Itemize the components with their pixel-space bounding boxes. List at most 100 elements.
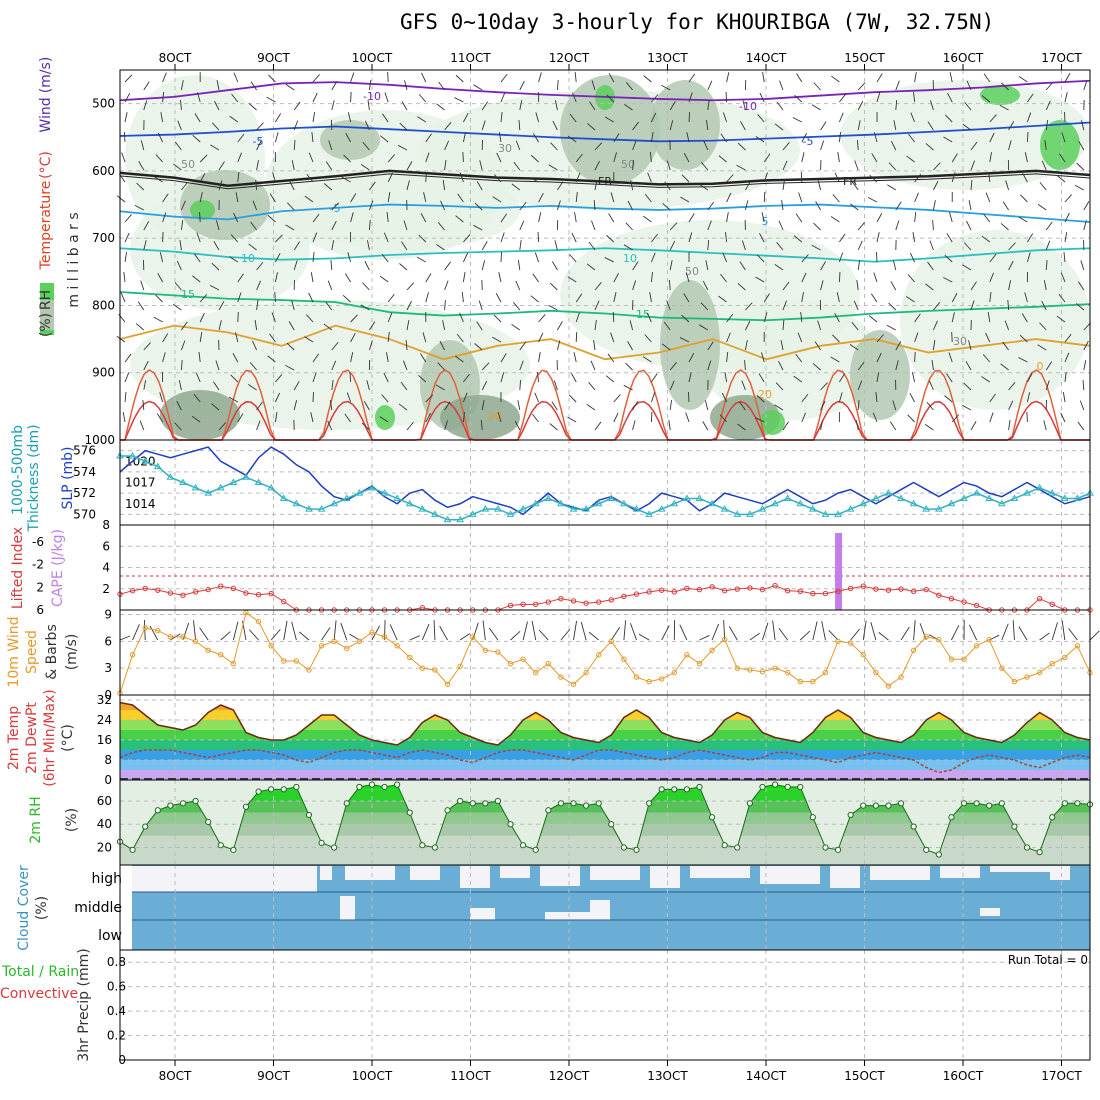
wind-barb bbox=[782, 281, 790, 291]
wind-barb bbox=[744, 320, 751, 331]
rh-point bbox=[1011, 823, 1018, 830]
wind-speed-point bbox=[394, 643, 400, 649]
wind-barb bbox=[574, 212, 577, 223]
wind-barb bbox=[492, 196, 502, 203]
upper-air-panel: -10 -10 -5 -5 FR FR -5 5 10 10 15 15 20 20 50 30 50 50 30 0… bbox=[38, 51, 1091, 447]
wind-speed-point bbox=[558, 674, 564, 680]
temp-band bbox=[120, 695, 1090, 700]
y-tick-label: 1000 bbox=[84, 433, 115, 447]
wind-barb bbox=[908, 133, 915, 143]
wind-barb bbox=[989, 152, 992, 163]
wind-barb bbox=[312, 252, 315, 263]
wind-barb bbox=[557, 321, 563, 331]
contour-label: -5 bbox=[330, 202, 341, 215]
wind-speed-point bbox=[306, 667, 312, 673]
wind-speed-point bbox=[155, 627, 161, 634]
wind-speed-point bbox=[1036, 669, 1043, 676]
wind-barb bbox=[519, 341, 527, 351]
wind-barb bbox=[895, 100, 898, 111]
wind-barb bbox=[331, 360, 337, 371]
wind-barb bbox=[134, 204, 145, 211]
wind-barb bbox=[739, 261, 746, 271]
rh-point bbox=[1061, 800, 1068, 807]
wind-barb bbox=[570, 373, 577, 383]
temp-band bbox=[120, 760, 1090, 770]
wind-barb bbox=[944, 254, 953, 263]
wind-barb bbox=[613, 412, 619, 423]
wind-barb bbox=[718, 295, 727, 303]
wind-barb bbox=[474, 343, 483, 351]
wind-barb bbox=[250, 81, 257, 91]
wind-barb bbox=[793, 235, 803, 243]
wind-barb bbox=[913, 92, 916, 103]
wind-barb bbox=[143, 81, 150, 91]
wind-barb bbox=[948, 352, 953, 363]
wind-barb bbox=[123, 272, 126, 283]
x-tick-label-top: 14OCT bbox=[746, 51, 787, 65]
wind-barb bbox=[293, 400, 298, 411]
wind-barb bbox=[649, 152, 652, 163]
wind-barb bbox=[116, 335, 126, 343]
wind-barb bbox=[1002, 341, 1009, 351]
rh-band bbox=[120, 824, 1090, 836]
wind-barb bbox=[909, 252, 916, 263]
wind-barb bbox=[181, 181, 189, 191]
wind-barb bbox=[331, 220, 337, 231]
thickness-point bbox=[544, 494, 553, 501]
rh-point bbox=[482, 800, 489, 807]
wind-barb bbox=[782, 180, 785, 191]
wind-speed-point bbox=[873, 669, 879, 676]
wind-barb bbox=[737, 283, 746, 291]
wind-barb bbox=[198, 352, 201, 363]
rh-shading bbox=[840, 80, 1090, 190]
wind-barb bbox=[699, 324, 709, 331]
wind-barb bbox=[548, 304, 558, 311]
wind-barb bbox=[1008, 121, 1015, 131]
wind-barb bbox=[838, 112, 844, 123]
wind-barb bbox=[248, 103, 257, 111]
wind-speed-point bbox=[192, 638, 199, 645]
wind-barb bbox=[442, 320, 446, 331]
rh-point bbox=[129, 846, 136, 853]
wind-barb bbox=[180, 80, 184, 91]
lifted-index-point bbox=[936, 592, 942, 598]
wind-barb bbox=[192, 275, 201, 283]
wind-barb bbox=[763, 293, 770, 303]
wind-barb bbox=[549, 282, 558, 291]
wind-barb bbox=[663, 321, 671, 331]
thickness-point bbox=[254, 478, 263, 485]
wind-barb bbox=[193, 620, 197, 641]
thickness-point bbox=[569, 505, 578, 512]
wind-barb bbox=[347, 112, 352, 123]
wind-barb bbox=[1045, 380, 1050, 391]
rh-point bbox=[658, 786, 665, 793]
wind-barb bbox=[440, 200, 446, 211]
lifted-index-point bbox=[747, 585, 753, 591]
cloud-gap bbox=[590, 866, 640, 880]
rh-point bbox=[671, 786, 678, 793]
wind-barb bbox=[828, 629, 839, 641]
wind-barb bbox=[1080, 120, 1085, 131]
wind-barb bbox=[153, 316, 163, 323]
wind-barb bbox=[594, 160, 600, 171]
wind-barb bbox=[386, 212, 389, 223]
wind-barb bbox=[876, 232, 880, 243]
wind-barb bbox=[538, 314, 546, 323]
wind-barb bbox=[756, 394, 765, 403]
thickness-point bbox=[897, 494, 905, 501]
ylabel-wind: Wind bbox=[38, 97, 54, 132]
wind-barb bbox=[623, 384, 633, 391]
wind-barb bbox=[549, 423, 558, 431]
page-title: GFS 0~10day 3-hourly for KHOURIBGA (7W, … bbox=[400, 10, 995, 34]
thickness-point bbox=[934, 505, 943, 512]
wind-barb bbox=[613, 394, 621, 403]
contour-label: -5 bbox=[803, 135, 814, 148]
wind-barb bbox=[119, 635, 131, 641]
wind-barb bbox=[1021, 313, 1028, 323]
wind-barb bbox=[143, 360, 149, 371]
wind-barb bbox=[643, 215, 652, 223]
wind-barb bbox=[153, 176, 163, 183]
wind-barb bbox=[269, 333, 276, 343]
rh-band bbox=[120, 812, 1090, 825]
wind-barb bbox=[795, 353, 803, 363]
